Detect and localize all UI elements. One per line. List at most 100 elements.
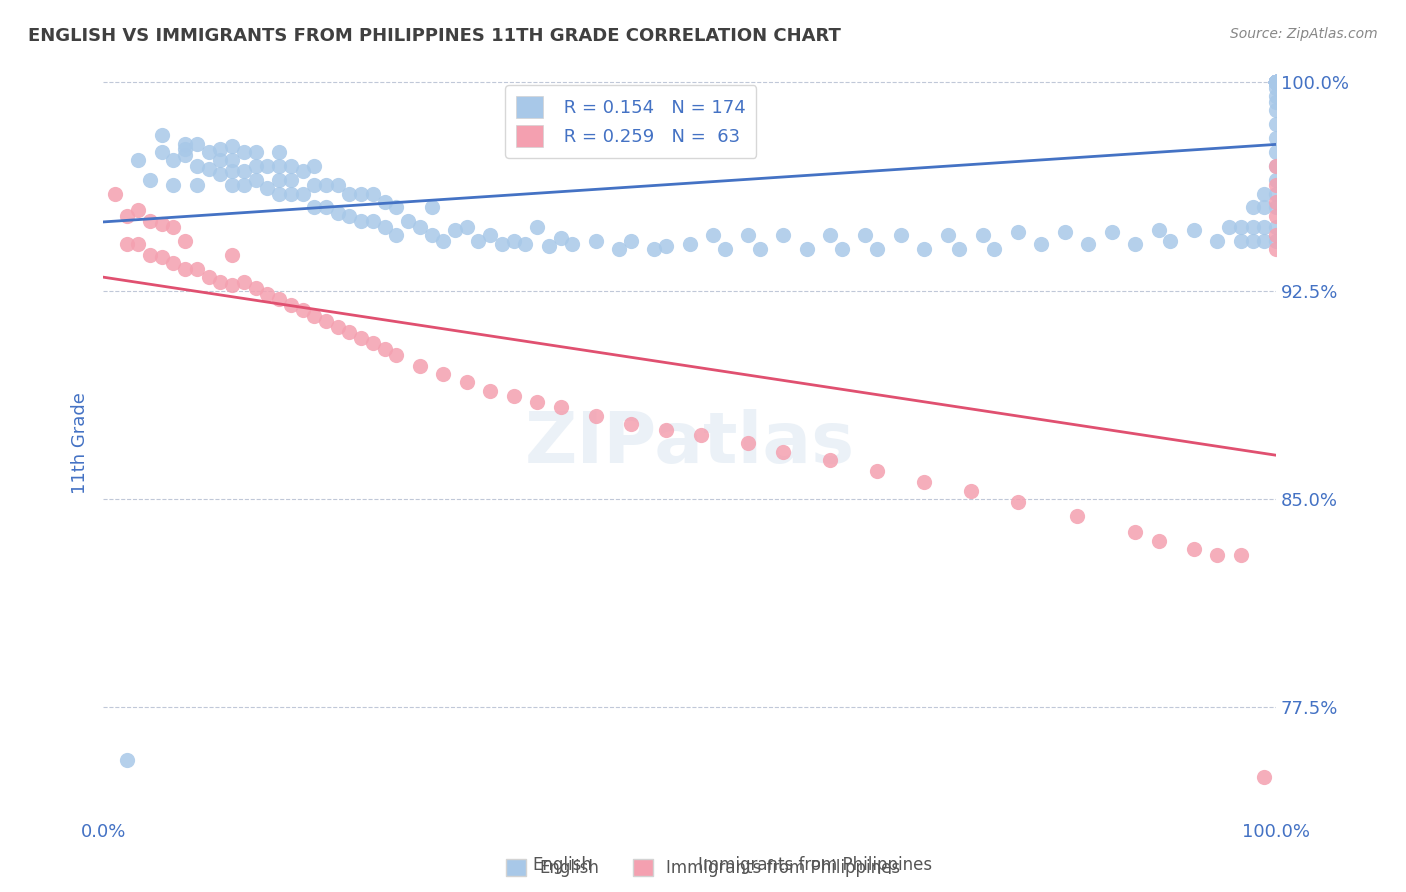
Point: [245, 145, 267, 159]
Point: [221, 178, 243, 193]
Point: [1007, 226, 1029, 240]
Point: [374, 219, 396, 234]
Point: [1253, 234, 1275, 248]
Legend:  R = 0.154   N = 174,  R = 0.259   N =  63: R = 0.154 N = 174, R = 0.259 N = 63: [505, 85, 756, 158]
Point: [267, 292, 290, 306]
Point: [339, 326, 361, 340]
Point: [1007, 495, 1029, 509]
Point: [256, 286, 278, 301]
Point: [444, 222, 467, 236]
Point: [385, 201, 408, 215]
Text: English: English: [533, 856, 592, 874]
Point: [1265, 75, 1288, 89]
Point: [655, 239, 678, 253]
Point: [1265, 75, 1288, 89]
Point: [1265, 75, 1288, 89]
Point: [174, 234, 197, 248]
Point: [339, 186, 361, 201]
Point: [350, 214, 373, 228]
Point: [1265, 75, 1288, 89]
Point: [1229, 219, 1251, 234]
Point: [1123, 525, 1146, 540]
Point: [197, 269, 219, 284]
Point: [1265, 228, 1288, 243]
Point: [1265, 219, 1288, 234]
Point: [1265, 75, 1288, 89]
Point: [972, 228, 994, 243]
Text: ZIPatlas: ZIPatlas: [524, 409, 855, 478]
Point: [197, 161, 219, 176]
Point: [1265, 75, 1288, 89]
Point: [831, 242, 853, 256]
Point: [1077, 236, 1099, 251]
Point: [1265, 81, 1288, 95]
Point: [1265, 209, 1288, 223]
Point: [162, 219, 184, 234]
Point: [1265, 75, 1288, 89]
Point: [1206, 234, 1229, 248]
Point: [643, 242, 665, 256]
Point: [1265, 75, 1288, 89]
Point: [209, 153, 232, 168]
Point: [361, 186, 384, 201]
Point: [690, 428, 713, 442]
Point: [350, 186, 373, 201]
Point: [502, 234, 524, 248]
Point: [561, 236, 583, 251]
Point: [127, 236, 149, 251]
Point: [1182, 222, 1205, 236]
Point: [467, 234, 489, 248]
Point: [1265, 75, 1288, 89]
Point: [1265, 172, 1288, 186]
Point: [396, 214, 419, 228]
Point: [267, 172, 290, 186]
Point: [456, 219, 478, 234]
Point: [1159, 234, 1181, 248]
Point: [1265, 242, 1288, 256]
Point: [796, 242, 818, 256]
Point: [1229, 234, 1251, 248]
Point: [1265, 75, 1288, 89]
Point: [267, 186, 290, 201]
Point: [339, 209, 361, 223]
Point: [361, 336, 384, 351]
Point: [245, 172, 267, 186]
Point: [174, 147, 197, 161]
Point: [1265, 103, 1288, 118]
Point: [302, 201, 325, 215]
Point: [737, 436, 759, 450]
Point: [1265, 75, 1288, 89]
Point: [1265, 75, 1288, 89]
Point: [385, 348, 408, 362]
Point: [209, 142, 232, 156]
Point: [150, 251, 173, 265]
Point: [374, 342, 396, 356]
Point: [232, 178, 254, 193]
Point: [655, 423, 678, 437]
Point: [302, 178, 325, 193]
Point: [1101, 226, 1123, 240]
Point: [678, 236, 700, 251]
Point: [1182, 542, 1205, 557]
Point: [232, 145, 254, 159]
Point: [150, 145, 173, 159]
Point: [1265, 75, 1288, 89]
Point: [1265, 75, 1288, 89]
Point: [772, 445, 794, 459]
Point: [139, 214, 162, 228]
Point: [936, 228, 959, 243]
Point: [1066, 508, 1088, 523]
Point: [127, 203, 149, 218]
Text: ENGLISH VS IMMIGRANTS FROM PHILIPPINES 11TH GRADE CORRELATION CHART: ENGLISH VS IMMIGRANTS FROM PHILIPPINES 1…: [28, 27, 841, 45]
Point: [186, 178, 208, 193]
Y-axis label: 11th Grade: 11th Grade: [72, 392, 89, 494]
Point: [1265, 75, 1288, 89]
Point: [550, 231, 572, 245]
Point: [432, 367, 454, 381]
Point: [1265, 75, 1288, 89]
Point: [1265, 75, 1288, 89]
Point: [186, 136, 208, 151]
Point: [550, 401, 572, 415]
Point: [186, 159, 208, 173]
Point: [1265, 75, 1288, 89]
